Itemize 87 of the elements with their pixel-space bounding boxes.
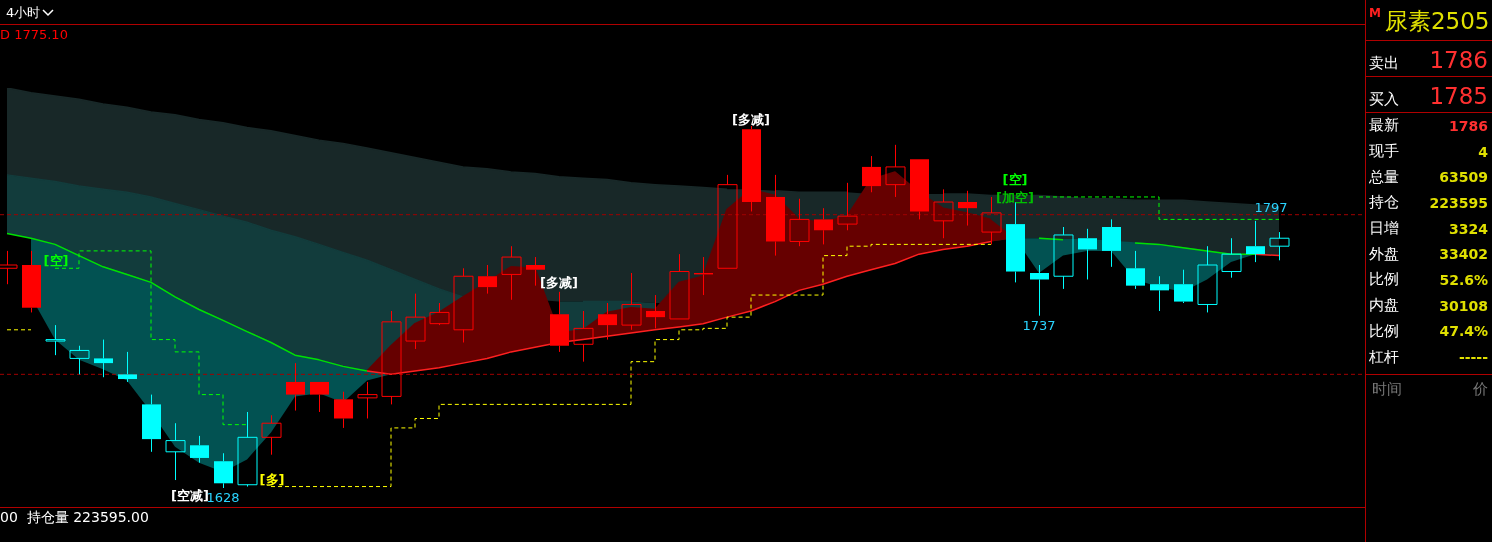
text: 30108	[1439, 297, 1488, 314]
candlestick	[1150, 275, 1169, 312]
text: 223595	[1429, 194, 1488, 211]
category-label: 持仓	[1369, 193, 1399, 213]
candlestick	[1174, 269, 1193, 302]
candlestick	[573, 310, 594, 363]
candlestick	[789, 198, 810, 247]
text: D 1775.10	[0, 27, 68, 43]
candlestick	[429, 302, 450, 325]
text: 时间	[1372, 380, 1402, 400]
candlestick	[94, 339, 113, 378]
candlestick	[1078, 228, 1097, 280]
category-label: 卖出	[1369, 54, 1399, 73]
candlestick	[910, 159, 929, 220]
candlestick	[837, 182, 858, 231]
candlestick	[310, 381, 329, 413]
candlestick	[214, 452, 233, 489]
candlestick	[1246, 220, 1265, 263]
text: 1785	[1429, 83, 1488, 109]
text: 00 持仓量 223595.00	[0, 508, 149, 525]
candlestick	[405, 293, 426, 350]
candlestick	[1221, 237, 1242, 279]
candlestick	[526, 256, 545, 287]
candlestick	[381, 310, 402, 405]
candlestick	[357, 381, 378, 419]
candlestick	[190, 435, 209, 464]
candlestick	[814, 207, 833, 245]
candlestick	[550, 291, 569, 353]
candlestick	[717, 174, 738, 269]
category-label: 最新	[1369, 116, 1399, 136]
annotation: [空]	[1002, 172, 1028, 188]
text: 价	[1473, 380, 1488, 400]
category-label: 比例	[1369, 270, 1399, 290]
candlestick	[1269, 231, 1290, 261]
text: 52.6%	[1439, 271, 1488, 288]
category-label: 比例	[1369, 321, 1399, 341]
candlestick	[478, 264, 497, 295]
candlestick	[45, 324, 66, 356]
candlestick	[742, 125, 761, 212]
annotation: [空]	[43, 253, 69, 269]
candlestick	[958, 190, 977, 227]
text: 4小时	[6, 4, 41, 22]
candlestick	[669, 253, 690, 320]
category-label: 杠杆	[1369, 347, 1399, 367]
candlestick	[1126, 250, 1145, 290]
text: [空减]	[171, 488, 209, 504]
category-label: 日增	[1369, 219, 1399, 239]
text: 1786	[1429, 47, 1488, 73]
annotation: 1737	[1022, 318, 1056, 334]
candlestick	[22, 250, 41, 313]
candlestick	[334, 391, 353, 429]
text: 尿素2505	[1384, 7, 1490, 36]
text: 3324	[1449, 220, 1488, 237]
candlestick	[453, 267, 474, 343]
annotation: [加空]	[996, 190, 1034, 206]
candlestick	[621, 272, 642, 331]
text: M	[1369, 6, 1381, 20]
candlestick	[69, 345, 90, 375]
category-label: 现手	[1369, 142, 1399, 162]
candlestick	[933, 188, 954, 239]
candlestick	[885, 144, 906, 198]
text: -----	[1458, 349, 1488, 366]
candlestick	[862, 155, 881, 193]
category-label: 内盘	[1369, 296, 1399, 316]
candlestick	[0, 250, 18, 285]
candlestick	[598, 302, 617, 341]
candlestick	[501, 245, 522, 301]
text: 1786	[1449, 117, 1488, 134]
candlestick	[118, 351, 137, 383]
text: 47.4%	[1439, 323, 1488, 340]
annotation: [多减]	[540, 275, 578, 291]
candlestick	[1030, 264, 1049, 317]
category-label: 外盘	[1369, 244, 1399, 264]
category-label: 买入	[1369, 90, 1399, 109]
annotation: [多减]	[732, 112, 770, 128]
candlestick	[286, 362, 305, 412]
text: 4	[1478, 143, 1488, 160]
candlestick	[165, 422, 186, 481]
text: 33402	[1439, 246, 1488, 263]
category-label: 总量	[1369, 167, 1399, 187]
text: 63509	[1439, 169, 1488, 186]
candlestick	[142, 394, 161, 453]
candlestick	[766, 174, 785, 257]
annotation: [多]	[259, 472, 285, 488]
annotation: 1797	[1254, 200, 1288, 216]
candlestick	[1102, 218, 1121, 268]
candlestick	[646, 294, 665, 329]
